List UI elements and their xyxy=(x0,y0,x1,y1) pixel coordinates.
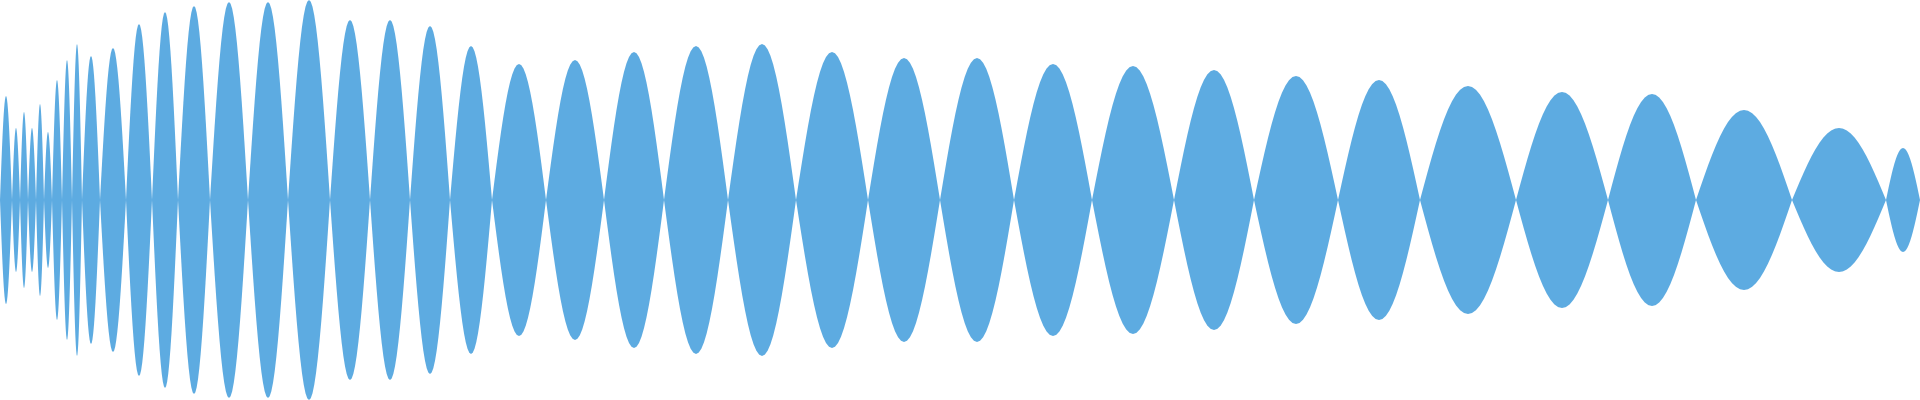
waveform-lobe xyxy=(152,12,178,388)
waveform-lobe xyxy=(1420,86,1516,314)
waveform-lobe xyxy=(248,2,288,398)
waveform-lobe xyxy=(664,46,728,354)
waveform-lobe xyxy=(1608,94,1696,306)
waveform-lobe xyxy=(126,24,152,376)
waveform-lobe xyxy=(1696,110,1792,290)
waveform-lobe xyxy=(1338,80,1420,320)
waveform-lobe xyxy=(44,132,52,268)
waveform-lobe xyxy=(12,128,20,272)
waveform-lobe xyxy=(62,60,72,340)
waveform-lobe xyxy=(410,26,450,374)
waveform-lobe xyxy=(178,6,210,394)
waveform-lobe xyxy=(1092,66,1174,334)
waveform-lobe xyxy=(0,96,12,304)
waveform-lobe xyxy=(210,2,248,398)
waveform-lobe xyxy=(796,52,868,348)
waveform-lobe xyxy=(330,20,370,380)
waveform-lobe xyxy=(492,64,546,336)
waveform-lobe xyxy=(546,60,604,340)
waveform-lobe xyxy=(868,58,940,342)
waveform-lobe xyxy=(52,80,62,320)
waveform-lobe xyxy=(1014,64,1092,336)
waveform-lobe xyxy=(288,0,330,400)
waveform-lobe xyxy=(20,112,28,288)
waveform-lobe xyxy=(36,104,44,296)
waveform-lobe xyxy=(72,44,82,356)
waveform-lobe xyxy=(940,58,1014,342)
waveform-lobe xyxy=(100,48,126,352)
waveform-lobe xyxy=(728,44,796,356)
waveform-lobe xyxy=(604,52,664,348)
waveform-lobe xyxy=(1792,128,1886,272)
waveform-lobe xyxy=(1886,148,1920,252)
waveform-lobe xyxy=(1516,92,1608,308)
waveform-lobe xyxy=(370,20,410,380)
waveform-lobe xyxy=(1254,76,1338,324)
waveform-lobe xyxy=(28,128,36,272)
waveform-lobe xyxy=(450,46,492,354)
waveform-lobe xyxy=(82,56,100,344)
waveform-lobe xyxy=(1174,70,1254,330)
